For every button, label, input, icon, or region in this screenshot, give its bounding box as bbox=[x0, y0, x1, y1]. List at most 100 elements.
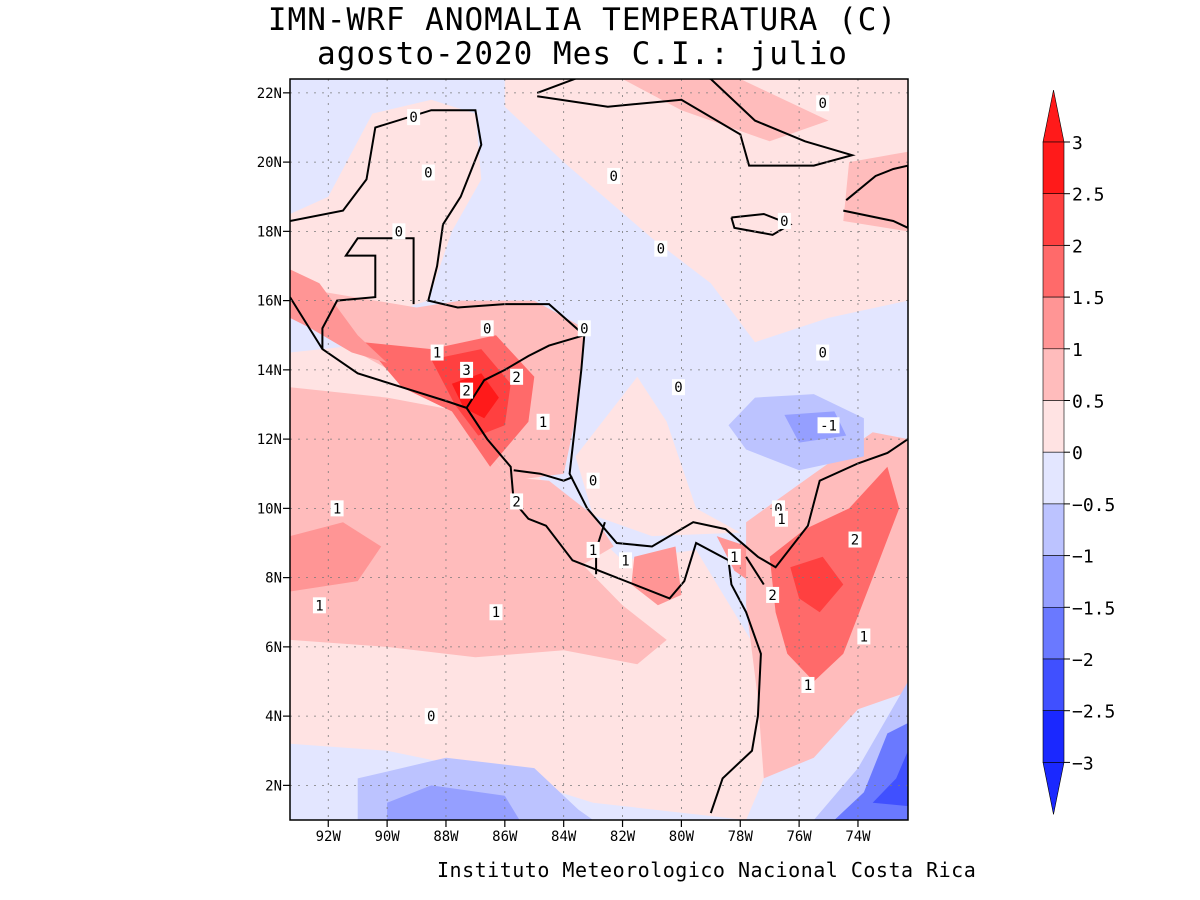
lat-tick-label: 12N bbox=[257, 432, 282, 448]
contour-label: 0 bbox=[657, 242, 665, 258]
warm-region-guatemala bbox=[290, 269, 388, 363]
contour-label-bg bbox=[817, 417, 840, 434]
lat-tick-label: 22N bbox=[257, 86, 282, 102]
colorbar-label: 0 bbox=[1072, 443, 1083, 464]
contour-label: 0 bbox=[818, 96, 826, 112]
coast-cuba bbox=[536, 79, 856, 167]
contour-label: 2 bbox=[851, 533, 859, 549]
warm-region-cuba bbox=[622, 79, 829, 142]
contour-label-bg bbox=[312, 597, 326, 614]
contour-label: 1 bbox=[777, 512, 785, 528]
lon-tick-label: 86W bbox=[492, 829, 518, 845]
colorbar-label: 1.5 bbox=[1072, 288, 1105, 309]
contour-label-bg bbox=[618, 552, 632, 569]
colorbar-arrow-bottom bbox=[1042, 762, 1065, 815]
institution-credit: Instituto Meteorologico Nacional Costa R… bbox=[437, 858, 977, 882]
coast-belize-honduras bbox=[427, 224, 908, 569]
lon-tick-label: 76W bbox=[786, 829, 812, 845]
contour-label-bg bbox=[586, 472, 600, 489]
lon-tick-label: 88W bbox=[433, 829, 459, 845]
warm-region-caribbean-north bbox=[504, 79, 908, 343]
contour-label-bg bbox=[766, 586, 780, 603]
contour-label: 0 bbox=[780, 214, 788, 230]
colorbar-swatch bbox=[1042, 400, 1065, 453]
lon-tick-label: 84W bbox=[551, 829, 577, 845]
colorbar-swatch bbox=[1042, 348, 1065, 401]
contour-label-bg bbox=[671, 379, 685, 396]
cool-region-pacific-south-core bbox=[387, 785, 520, 820]
map-title-line1: IMN-WRF ANOMALIA TEMPERATURA (C) bbox=[267, 2, 898, 38]
colorbar-label: 1 bbox=[1072, 340, 1083, 361]
contour-label: 0 bbox=[395, 224, 403, 240]
colorbar-swatch bbox=[1042, 710, 1065, 763]
contour-label-bg bbox=[727, 548, 741, 565]
contour-label: -1 bbox=[820, 418, 837, 434]
contour-label-bg bbox=[586, 541, 600, 558]
border-nicaragua-costarica bbox=[513, 469, 573, 482]
contour-label: 1 bbox=[315, 598, 323, 614]
colorbar-label: −2 bbox=[1072, 650, 1094, 671]
lon-tick-label: 78W bbox=[728, 829, 754, 845]
contour-label: 3 bbox=[462, 363, 470, 379]
contour-label: 1 bbox=[492, 605, 500, 621]
contour-label-bg bbox=[421, 164, 435, 181]
contour-label-bg bbox=[777, 212, 791, 229]
contour-label: 0 bbox=[483, 321, 491, 337]
colorbar-swatch bbox=[1042, 193, 1065, 246]
contour-label: 0 bbox=[818, 346, 826, 362]
contour-label: 0 bbox=[424, 165, 432, 181]
warm-region-pacific-15 bbox=[290, 522, 382, 592]
latitude-axis: 2N 4N 6N 8N 10N 12N 14N 16N 18N 20N 22N bbox=[257, 86, 290, 794]
border-honduras-nicaragua bbox=[465, 334, 585, 409]
colorbar-swatch bbox=[1042, 296, 1065, 350]
colorbar-swatch bbox=[1042, 451, 1065, 505]
contour-label-bg bbox=[607, 167, 621, 184]
contour-label: 2 bbox=[462, 384, 470, 400]
colorbar-label: 3 bbox=[1072, 133, 1083, 154]
lat-tick-label: 16N bbox=[257, 294, 282, 310]
contour-label-bg bbox=[654, 240, 668, 257]
colorbar-label: 0.5 bbox=[1072, 392, 1105, 413]
contour-label: 2 bbox=[512, 370, 520, 386]
longitude-axis: 92W 90W 88W 86W 84W 82W 80W 78W 76W 74W bbox=[316, 820, 871, 845]
contour-label-bg bbox=[816, 344, 830, 361]
contour-label: 0 bbox=[409, 110, 417, 126]
colorbar-arrow-top bbox=[1042, 89, 1065, 143]
lat-tick-label: 14N bbox=[257, 363, 282, 379]
lat-tick-label: 2N bbox=[265, 778, 282, 794]
lon-tick-label: 82W bbox=[610, 829, 636, 845]
contour-label-bg bbox=[577, 320, 591, 337]
contour-label: 1 bbox=[860, 629, 868, 645]
lat-tick-label: 6N bbox=[265, 640, 282, 656]
contour-label: 1 bbox=[539, 415, 547, 431]
anomaly-shading bbox=[290, 79, 908, 820]
coastlines-and-borders bbox=[290, 79, 908, 814]
contour-label: 1 bbox=[730, 550, 738, 566]
colorbar-label: 2 bbox=[1072, 236, 1083, 257]
lat-tick-label: 8N bbox=[265, 571, 282, 587]
contour-label: 0 bbox=[774, 501, 782, 517]
lat-lon-gridlines bbox=[290, 79, 908, 820]
contour-label-bg bbox=[510, 493, 524, 510]
lat-tick-label: 4N bbox=[265, 709, 282, 725]
lat-tick-label: 20N bbox=[257, 155, 282, 171]
map-title-line2: agosto-2020 Mes C.I.: julio bbox=[317, 36, 848, 72]
contour-label-bg bbox=[801, 676, 815, 693]
colorbar-label: −2.5 bbox=[1072, 702, 1115, 723]
coast-mexico-yucatan bbox=[290, 109, 483, 225]
colorbar-label: −0.5 bbox=[1072, 495, 1115, 516]
lon-tick-label: 80W bbox=[669, 829, 695, 845]
warm-region-panama bbox=[631, 546, 682, 606]
contour-label-bg bbox=[480, 320, 494, 337]
contour-label-bg bbox=[816, 95, 830, 112]
colorbar-legend: 3 2.5 2 1.5 1 0.5 0 −0.5 −1 −1.5 −2 −2.5 −3 bbox=[1042, 89, 1115, 815]
colorbar-label: −1 bbox=[1072, 547, 1094, 568]
warm-region-colombia-peak bbox=[790, 556, 844, 613]
colorbar-swatch bbox=[1042, 555, 1065, 608]
contour-label-bg bbox=[460, 361, 474, 378]
cool-region-ecuador-peak bbox=[872, 750, 908, 807]
coast-hispaniola bbox=[843, 164, 908, 230]
